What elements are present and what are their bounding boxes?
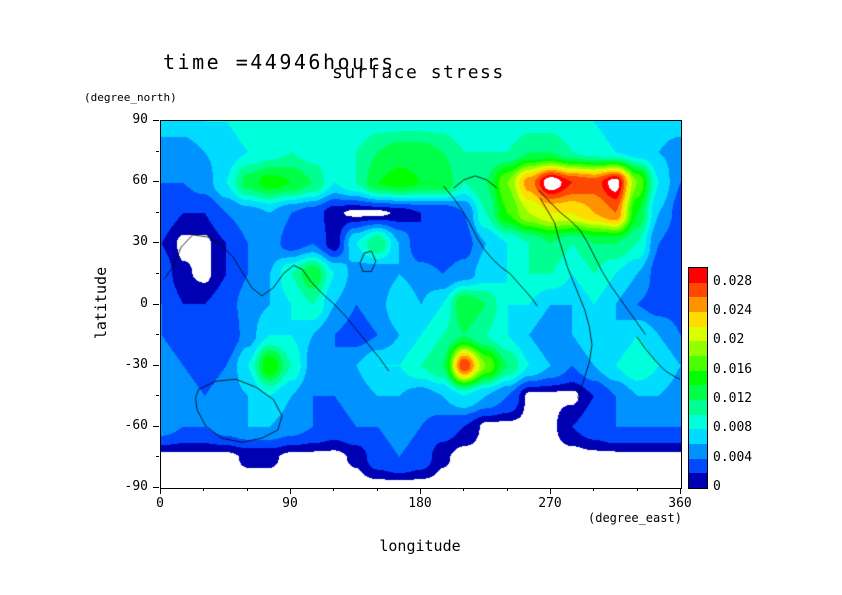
x-tick xyxy=(290,488,291,494)
y-minor-tick xyxy=(156,211,159,213)
colorbar-tick-label: 0 xyxy=(713,479,721,494)
x-minor-tick xyxy=(463,488,465,491)
colorbar-band xyxy=(689,458,707,474)
x-tick xyxy=(420,488,421,494)
colorbar-band xyxy=(689,356,707,371)
plot-title: surface stress xyxy=(332,62,505,83)
y-minor-tick xyxy=(156,272,159,274)
colorbar-band xyxy=(689,473,707,488)
y-axis-unit: (degree_north) xyxy=(84,91,177,104)
colorbar-band xyxy=(689,444,707,459)
y-tick-label: 0 xyxy=(140,295,148,311)
time-title: time =44946hours xyxy=(163,50,396,74)
colorbar-tick-label: 0.024 xyxy=(713,303,753,318)
colorbar xyxy=(688,267,708,489)
x-tick-label: 90 xyxy=(282,496,298,511)
y-tick xyxy=(153,242,159,244)
plot-area xyxy=(160,120,682,489)
x-tick-label: 180 xyxy=(408,496,432,511)
colorbar-band xyxy=(689,297,707,312)
x-tick-label: 270 xyxy=(538,496,562,511)
x-tick-label: 360 xyxy=(668,496,692,511)
colorbar-tick-label: 0.008 xyxy=(713,420,753,436)
colorbar-band xyxy=(689,326,707,342)
colorbar-band xyxy=(689,312,707,327)
colorbar-tick-label: 0.02 xyxy=(713,332,745,348)
y-tick-label: -60 xyxy=(124,417,148,433)
x-tick xyxy=(680,488,681,494)
y-tick xyxy=(153,487,159,488)
colorbar-band xyxy=(689,429,707,444)
y-tick-label: -90 xyxy=(124,479,148,494)
y-tick xyxy=(153,364,159,366)
y-tick xyxy=(153,120,159,121)
x-minor-tick xyxy=(506,488,508,491)
x-minor-tick xyxy=(593,488,595,491)
y-tick-label: 30 xyxy=(132,234,148,250)
colorbar-band xyxy=(689,400,707,415)
y-minor-tick xyxy=(156,334,159,336)
colorbar-band xyxy=(689,282,707,298)
x-tick xyxy=(160,488,161,494)
colorbar-tick-label: 0.004 xyxy=(713,449,753,465)
x-minor-tick xyxy=(333,488,335,491)
colorbar-band xyxy=(689,341,707,356)
x-minor-tick xyxy=(636,488,638,491)
y-tick xyxy=(153,181,159,183)
x-axis-unit: (degree_east) xyxy=(588,511,682,525)
colorbar-tick-label: 0.016 xyxy=(713,361,753,377)
colorbar-tick-label: 0.028 xyxy=(713,273,753,289)
y-tick xyxy=(153,303,159,305)
y-tick-label: -30 xyxy=(124,356,148,372)
colorbar-band xyxy=(689,414,707,430)
x-minor-tick xyxy=(376,488,378,491)
x-axis-label: longitude xyxy=(379,537,461,555)
x-minor-tick xyxy=(203,488,205,491)
colorbar-band xyxy=(689,385,707,400)
y-minor-tick xyxy=(156,150,159,152)
contour-map-canvas xyxy=(161,121,681,488)
colorbar-band xyxy=(689,268,707,283)
colorbar-tick-label: 0.012 xyxy=(713,391,753,406)
x-tick-label: 0 xyxy=(156,496,164,511)
y-tick-label: 60 xyxy=(132,173,148,189)
y-minor-tick xyxy=(156,395,159,397)
x-minor-tick xyxy=(246,488,248,491)
y-tick-label: 90 xyxy=(132,112,148,127)
y-minor-tick xyxy=(156,456,159,458)
x-tick xyxy=(550,488,551,494)
y-tick xyxy=(153,425,159,427)
colorbar-band xyxy=(689,370,707,386)
